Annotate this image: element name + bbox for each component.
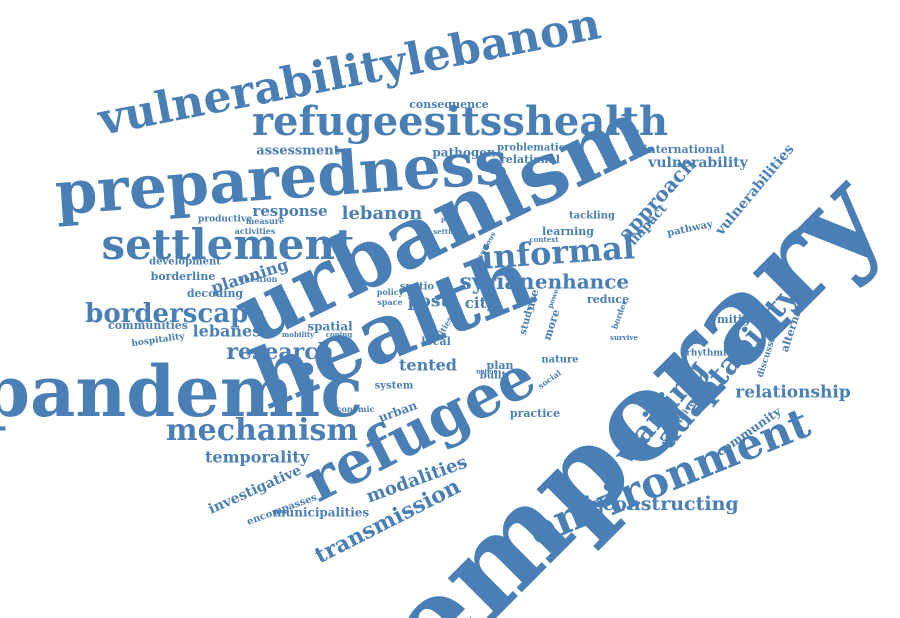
word-measure: measure bbox=[246, 216, 284, 226]
word-built: built bbox=[480, 371, 507, 382]
word-post: post bbox=[408, 292, 449, 312]
word-syrian: syrian bbox=[459, 269, 534, 295]
word-activities: activities bbox=[235, 226, 276, 236]
word-policy: policy bbox=[377, 287, 404, 297]
word-space: space bbox=[377, 297, 402, 307]
word-settlement: settlement bbox=[102, 220, 356, 269]
word-mechanism: mechanism bbox=[166, 413, 358, 448]
word-setting: setting bbox=[433, 227, 461, 236]
word-spatial: spatial bbox=[307, 320, 353, 334]
word-consequence: consequence bbox=[409, 98, 489, 111]
word-decoding: decoding bbox=[187, 287, 244, 300]
word-hospitality: hospitality bbox=[131, 332, 186, 349]
word-research: research bbox=[226, 339, 333, 365]
word-problematic: problematic bbox=[497, 143, 565, 154]
word-response: response bbox=[252, 202, 327, 220]
word-coping: coping bbox=[326, 330, 353, 339]
word-practice: practice bbox=[510, 407, 560, 420]
word-lebanese: lebanese bbox=[193, 322, 272, 341]
word-social: social bbox=[536, 368, 563, 391]
word-use: use bbox=[523, 288, 541, 312]
word-nature: nature bbox=[541, 355, 578, 366]
word-municipalities: municipalities bbox=[273, 506, 370, 520]
word-notion: notion bbox=[476, 369, 498, 376]
word-enhance: enhance bbox=[535, 270, 629, 294]
word-system: system bbox=[375, 381, 414, 392]
word-borderscape: borderscape bbox=[85, 299, 265, 329]
word-tackling: tackling bbox=[569, 211, 615, 222]
word-pathogen: pathogen bbox=[432, 146, 495, 160]
word-relationship: relationship bbox=[735, 383, 851, 403]
word-assessment: assessment bbox=[256, 144, 339, 159]
word-reduce: reduce bbox=[587, 293, 629, 306]
word-tented: tented bbox=[399, 356, 457, 375]
word-local: local bbox=[421, 335, 451, 348]
word-economic: economic bbox=[332, 404, 375, 414]
word-development: development bbox=[149, 257, 221, 268]
word-deconstructing: deconstructing bbox=[577, 493, 738, 515]
word-survive: survive bbox=[610, 333, 639, 342]
word-spatio: spatio bbox=[400, 282, 435, 293]
word-borderline: borderline bbox=[151, 270, 216, 283]
word-refugeesitsshealth: refugeesitsshealth bbox=[252, 98, 668, 145]
word-mitigate: mitigate bbox=[717, 313, 769, 326]
word-question: question bbox=[239, 274, 278, 284]
word-rhythmic: rhythmic bbox=[686, 349, 732, 359]
word-international: international bbox=[643, 143, 724, 156]
word-plan: plan bbox=[487, 359, 514, 372]
word-temporality: temporality bbox=[205, 448, 310, 467]
word-learning: learning bbox=[542, 225, 594, 238]
word-vulnerability: vulnerability bbox=[647, 155, 748, 171]
word-productive: productive bbox=[198, 215, 252, 225]
word-lebanon: lebanon bbox=[342, 203, 423, 224]
word-mobility: mobility bbox=[282, 330, 315, 339]
word-pathway: pathway bbox=[666, 219, 715, 240]
word-context: context bbox=[529, 235, 559, 244]
word-communities: communities bbox=[108, 319, 188, 332]
word-relational: relational bbox=[500, 153, 560, 166]
word-place: place bbox=[441, 217, 459, 224]
word-city: city bbox=[465, 294, 497, 312]
word-pandemic: pandemic bbox=[0, 350, 363, 433]
